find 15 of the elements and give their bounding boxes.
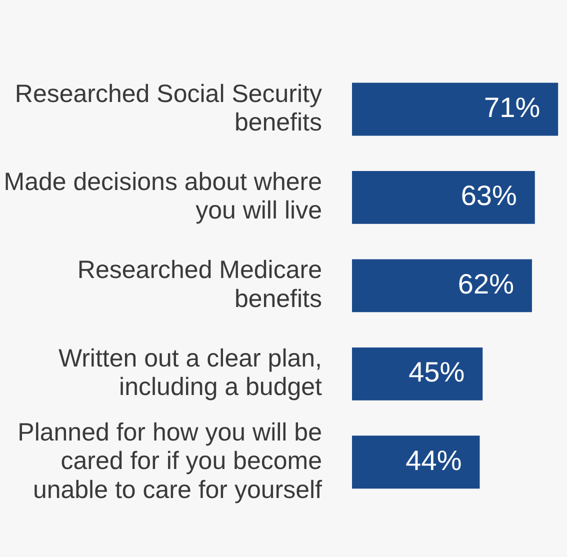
bar bbox=[352, 82, 558, 136]
y-tick-label: Researched Social Security benefits bbox=[14, 80, 322, 137]
bar bbox=[352, 259, 532, 312]
data-label: 45% bbox=[408, 356, 465, 388]
data-label: 62% bbox=[458, 268, 514, 300]
data-label: 71% bbox=[484, 92, 540, 123]
bar bbox=[352, 170, 535, 224]
y-tick-label: Planned for how you will be cared for if you become unable to care for yourself bbox=[18, 418, 322, 504]
y-tick-label: Researched Medicare benefits bbox=[77, 256, 322, 313]
data-label: 63% bbox=[460, 180, 517, 212]
bar bbox=[352, 436, 480, 489]
y-tick-label: Made decisions about where you will live bbox=[4, 168, 322, 225]
y-tick-label: Written out a clear plan, including a budget bbox=[58, 344, 322, 402]
data-label: 44% bbox=[406, 444, 462, 476]
bar bbox=[352, 347, 483, 400]
